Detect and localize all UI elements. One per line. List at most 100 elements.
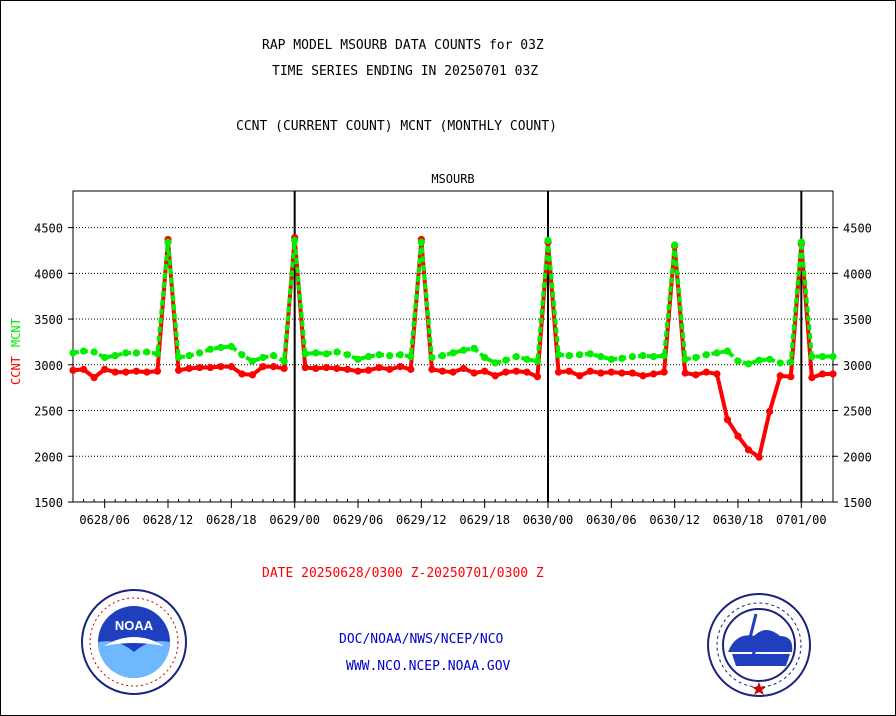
data-point-mcnt [776, 359, 784, 367]
y-tick-label-left: 3500 [34, 313, 63, 327]
noaa-logo-icon: NOAA [81, 589, 187, 695]
data-point-mcnt [375, 351, 383, 359]
data-point-mcnt [671, 241, 679, 249]
x-tick-label: 0629/12 [396, 513, 447, 527]
data-point-mcnt [660, 352, 668, 360]
data-point-mcnt [79, 347, 88, 355]
data-point-ccnt [766, 407, 774, 416]
chart-heading-1: RAP MODEL MSOURB DATA COUNTS for 03Z [262, 38, 544, 53]
data-point-mcnt [396, 351, 404, 359]
data-point-ccnt [734, 432, 742, 440]
data-point-ccnt [69, 366, 77, 374]
data-point-mcnt [259, 353, 267, 362]
series-line-ccnt [72, 237, 833, 461]
data-point-ccnt [248, 371, 257, 379]
y-tick-label-right: 3500 [843, 313, 872, 327]
data-point-ccnt [776, 372, 784, 380]
data-point-ccnt [512, 367, 520, 375]
plot-area [72, 190, 834, 503]
data-point-ccnt [533, 373, 542, 381]
data-point-mcnt [343, 351, 352, 359]
data-point-ccnt [692, 371, 700, 379]
y-tick-label-left: 1500 [34, 496, 63, 510]
data-point-mcnt [470, 344, 478, 352]
x-tick-label: 0630/12 [649, 513, 700, 527]
data-point-mcnt [206, 345, 214, 353]
data-point-ccnt [449, 368, 457, 376]
series-line-mcnt [72, 240, 833, 366]
data-point-mcnt [565, 352, 573, 360]
data-point-mcnt [301, 350, 309, 358]
data-point-ccnt [628, 369, 637, 377]
data-point-mcnt [523, 355, 531, 363]
data-point-mcnt [692, 353, 700, 362]
data-point-mcnt [618, 354, 626, 362]
data-point-ccnt [554, 368, 563, 376]
data-point-ccnt [79, 365, 88, 373]
data-point-mcnt [322, 350, 330, 358]
data-point-ccnt [818, 370, 827, 378]
data-point-ccnt [576, 372, 584, 380]
data-point-ccnt [333, 364, 341, 373]
data-point-mcnt [386, 352, 394, 360]
data-point-mcnt [196, 349, 204, 357]
data-point-mcnt [702, 351, 710, 359]
data-point-ccnt [101, 365, 109, 373]
data-point-mcnt [787, 358, 795, 366]
data-point-mcnt [491, 359, 499, 367]
x-tick-label: 0628/12 [143, 513, 194, 527]
noaa-logo-text: NOAA [115, 618, 154, 633]
data-point-ccnt [660, 368, 668, 376]
data-point-ccnt [502, 368, 510, 376]
y-tick-label-right: 4500 [843, 222, 872, 236]
data-point-ccnt [354, 367, 362, 375]
data-point-mcnt [90, 348, 98, 356]
data-point-mcnt [132, 349, 140, 357]
data-point-ccnt [196, 363, 204, 372]
data-point-mcnt [364, 352, 373, 361]
data-point-ccnt [90, 374, 98, 382]
data-point-mcnt [312, 349, 320, 357]
data-point-mcnt [681, 355, 689, 363]
data-point-mcnt [407, 352, 415, 361]
data-point-ccnt [438, 367, 447, 375]
x-tick-label: 0630/00 [523, 513, 574, 527]
data-point-mcnt [723, 347, 732, 355]
data-point-mcnt [649, 352, 658, 361]
data-point-ccnt [744, 446, 753, 454]
data-point-ccnt [364, 366, 373, 374]
data-point-mcnt [122, 349, 130, 357]
data-point-mcnt [533, 357, 542, 365]
data-point-ccnt [259, 363, 267, 371]
data-point-mcnt [449, 349, 457, 357]
data-point-mcnt [481, 353, 489, 362]
y-tick-label-right: 4000 [843, 267, 872, 281]
data-point-mcnt [586, 350, 594, 358]
data-point-mcnt [185, 352, 193, 360]
data-point-ccnt [174, 366, 183, 374]
y-axis-label-mcnt: MCNT [9, 318, 23, 347]
x-tick-label: 0630/06 [586, 513, 637, 527]
data-point-mcnt [164, 238, 172, 246]
data-point-ccnt [301, 363, 309, 372]
data-point-mcnt [227, 342, 235, 351]
data-point-mcnt [597, 352, 605, 361]
data-point-ccnt [491, 372, 499, 380]
data-point-mcnt [755, 356, 763, 364]
nws-logo-icon [707, 593, 811, 697]
data-point-mcnt [628, 352, 637, 361]
data-point-ccnt [143, 368, 151, 376]
data-point-ccnt [122, 368, 130, 376]
data-point-mcnt [101, 353, 109, 362]
data-point-ccnt [829, 370, 837, 378]
data-point-mcnt [459, 346, 468, 354]
data-point-mcnt [333, 348, 341, 356]
data-point-ccnt [481, 367, 489, 375]
data-point-mcnt [354, 355, 362, 363]
y-axis-label-ccnt: CCNT [9, 356, 23, 385]
data-point-ccnt [649, 370, 658, 378]
data-point-mcnt [280, 357, 288, 365]
data-point-ccnt [702, 368, 710, 376]
data-point-ccnt [565, 367, 573, 375]
